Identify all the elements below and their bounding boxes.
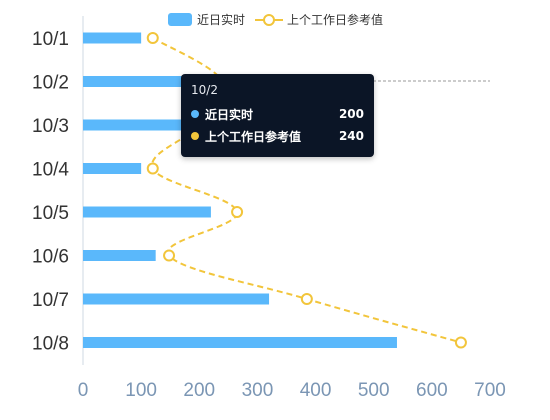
bar-series [83, 32, 397, 348]
tooltip-row: 上个工作日参考值 240 [191, 125, 364, 147]
y-axis-ticks: 10/1 10/2 10/3 10/4 10/5 10/6 10/7 10/8 [32, 29, 69, 355]
bar-10/6[interactable] [83, 250, 156, 261]
tooltip-series-name: 上个工作日参考值 [205, 129, 302, 144]
x-tick-label: 700 [474, 380, 506, 401]
x-tick-label: 400 [300, 380, 332, 401]
x-tick-label: 600 [416, 380, 448, 401]
bar-10/8[interactable] [83, 337, 397, 348]
y-tick-label: 10/3 [32, 116, 69, 137]
marker-10/4[interactable] [146, 162, 159, 175]
bar-10/3[interactable] [83, 119, 200, 131]
tooltip-row: 近日实时 200 [191, 103, 364, 125]
tooltip-series-value: 200 [338, 107, 364, 121]
legend-bar-swatch [168, 13, 192, 26]
x-tick-label: 100 [125, 380, 157, 401]
y-tick-label: 10/2 [32, 73, 69, 94]
legend[interactable]: 近日实时 上个工作日参考值 [168, 12, 383, 27]
bar-10/1[interactable] [83, 32, 142, 44]
tooltip-dot-bar [191, 110, 199, 118]
bar-10/4[interactable] [83, 163, 142, 174]
tooltip-title: 10/2 [191, 83, 218, 97]
bar-10/7[interactable] [83, 293, 270, 305]
y-tick-label: 10/1 [32, 29, 69, 50]
x-tick-label: 200 [183, 380, 215, 401]
x-axis-ticks: 0 100 200 300 400 500 600 700 [78, 380, 506, 401]
y-tick-label: 10/7 [32, 290, 69, 311]
legend-bar-label: 近日实时 [197, 12, 245, 27]
tooltip-dot-line [191, 132, 199, 140]
tooltip-series-value: 240 [338, 129, 364, 143]
x-tick-label: 500 [358, 380, 390, 401]
tooltip-series-name: 近日实时 [205, 107, 254, 122]
marker-10/6[interactable] [163, 249, 176, 262]
y-tick-label: 10/6 [32, 247, 69, 268]
bar-10/5[interactable] [83, 206, 211, 218]
marker-10/7[interactable] [300, 293, 313, 305]
marker-10/5[interactable] [231, 206, 244, 218]
x-tick-label: 300 [242, 380, 274, 401]
marker-10/8[interactable] [454, 336, 467, 349]
y-tick-label: 10/4 [32, 160, 69, 181]
tooltip: 10/2 近日实时 200 上个工作日参考值 240 [181, 74, 374, 157]
marker-10/1[interactable] [146, 32, 159, 44]
x-tick-label: 0 [78, 380, 89, 401]
legend-line-label: 上个工作日参考值 [287, 12, 383, 27]
y-tick-label: 10/8 [32, 334, 69, 355]
legend-line-marker [263, 14, 275, 26]
y-tick-label: 10/5 [32, 203, 69, 224]
bar-10/2[interactable] [83, 76, 200, 87]
